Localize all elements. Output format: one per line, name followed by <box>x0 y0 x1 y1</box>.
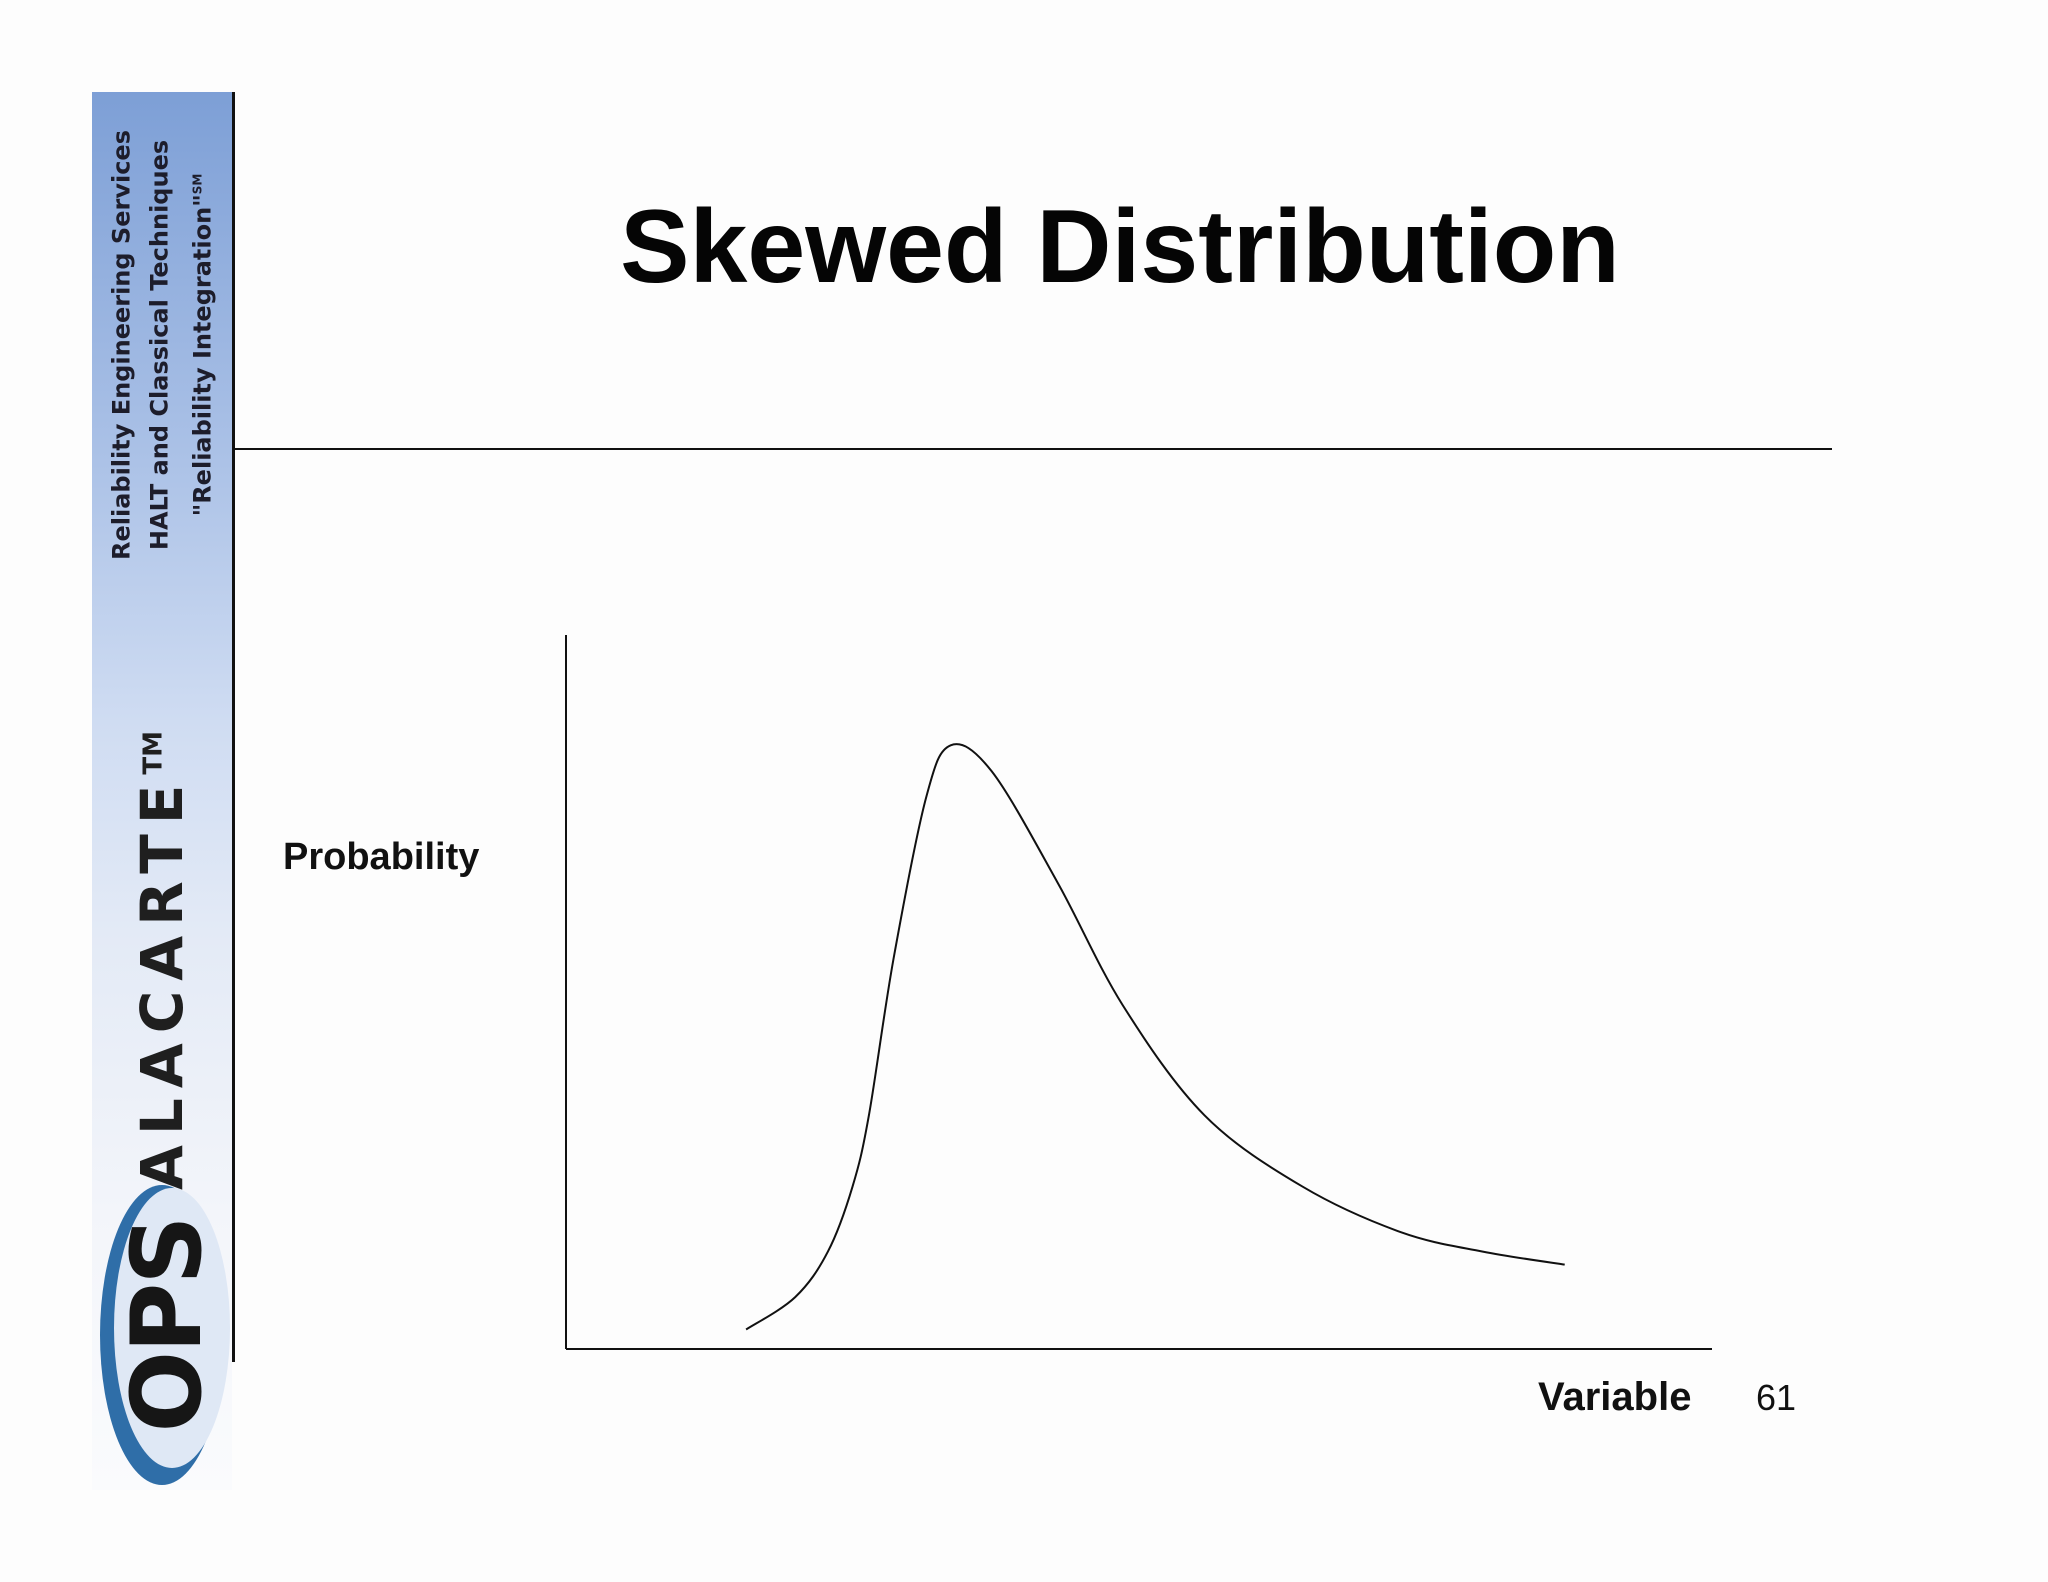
slide-title: Skewed Distribution <box>620 189 1620 305</box>
logo-swoosh-icon <box>100 1185 230 1485</box>
ops-logo: OPS <box>92 1180 242 1490</box>
title-divider <box>234 448 1832 450</box>
distribution-curve <box>745 743 1565 1331</box>
page-number: 61 <box>1756 1377 1797 1418</box>
x-axis-label: Variable <box>1538 1375 1692 1419</box>
y-axis-label: Probability <box>283 836 480 878</box>
sidebar-divider <box>232 92 235 1362</box>
